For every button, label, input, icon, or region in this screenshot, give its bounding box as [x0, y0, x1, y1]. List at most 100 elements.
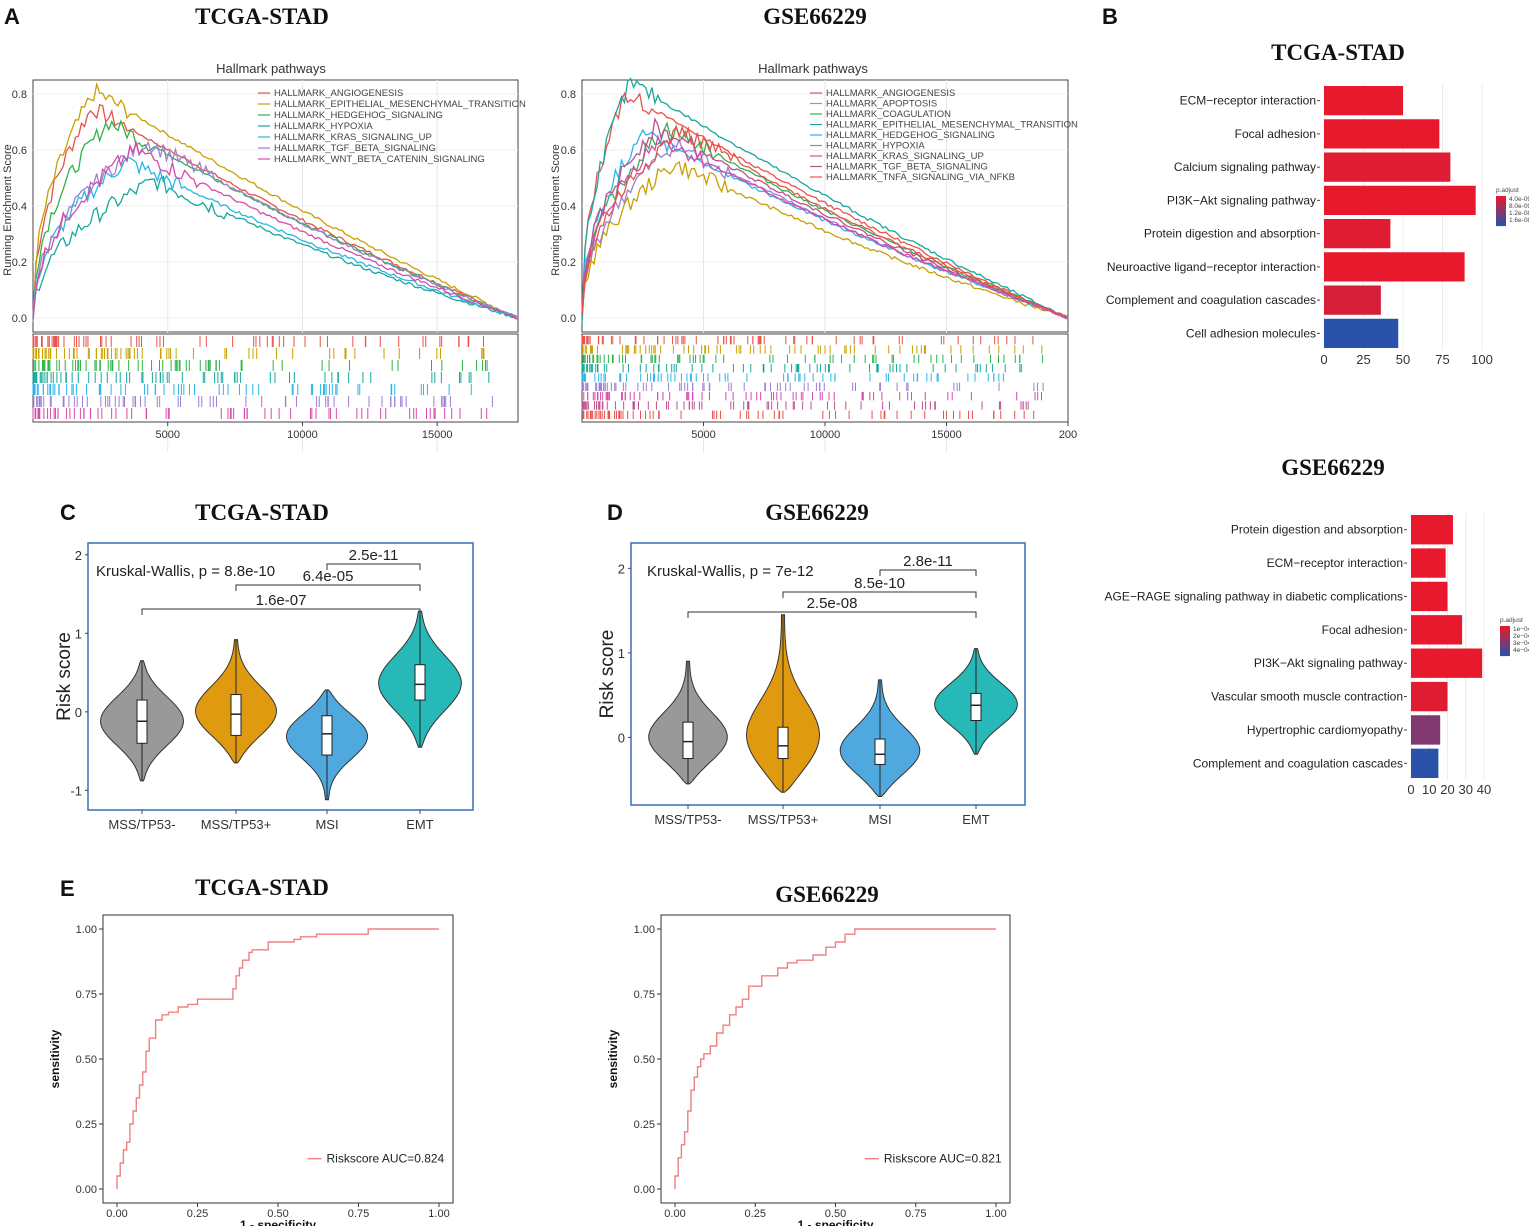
violin-bracket-label: 6.4e-05	[303, 568, 354, 585]
bar-legend-tick: 8.0e-09	[1509, 203, 1529, 210]
violin-bracket-label: 2.5e-08	[807, 595, 858, 612]
roc-xlabel: 1 - specificity	[797, 1218, 873, 1226]
roc-legend-label: Riskscore AUC=0.821	[884, 1152, 1002, 1166]
violin-ytick-label: 0	[75, 705, 82, 720]
panel-letter-b: B	[1102, 4, 1118, 29]
gsea-ytick-label: 0.8	[561, 89, 576, 101]
title-d: GSE66229	[765, 500, 869, 525]
roc-xtick-label: 0.50	[825, 1208, 846, 1220]
bar-legend-swatch	[1500, 641, 1510, 643]
bar-legend-tick: 1.2e-08	[1509, 210, 1529, 217]
violin-xtick-label: MSS/TP53+	[748, 812, 818, 827]
bar-category-label: PI3K−Akt signaling pathway	[1167, 193, 1316, 207]
roc-ytick-label: 0.75	[76, 989, 97, 1001]
violin-ylabel: Risk score	[597, 630, 618, 719]
violin-box	[777, 726, 789, 760]
gsea-curve	[581, 117, 1069, 319]
violin-xtick-label: MSI	[868, 812, 891, 827]
gsea-legend-label: HALLMARK_ANGIOGENESIS	[274, 88, 403, 99]
roc-ytick-label: 1.00	[76, 924, 97, 936]
bar-xtick-label: 50	[1396, 352, 1410, 367]
violin-bracket	[235, 584, 421, 591]
violin-chart-gse: 0 1 2 Risk score Kruskal-Wallis, p = 7e-12 MS…	[597, 542, 1026, 827]
bar	[1324, 252, 1465, 282]
bar-xtick-label: 0	[1407, 782, 1414, 797]
panel-letter-a: A	[4, 4, 20, 29]
bar-legend-tick: 4.0e-09	[1509, 196, 1529, 203]
bar-category-label: ECM−receptor interaction	[1180, 94, 1316, 108]
gsea-legend-label: HALLMARK_HYPOXIA	[274, 121, 373, 132]
violin-ytick-label: 1	[75, 626, 82, 641]
violin-box	[874, 738, 886, 765]
violin-bracket-label: 8.5e-10	[854, 575, 905, 592]
bar-xtick-label: 75	[1435, 352, 1449, 367]
roc-xtick-label: 1.00	[428, 1208, 449, 1220]
bar-legend-swatch	[1500, 633, 1510, 636]
title-b1: TCGA-STAD	[1271, 40, 1405, 65]
gsea-legend-label: HALLMARK_TGF_BETA_SIGNALING	[274, 143, 436, 154]
roc-xtick-label: 0.50	[267, 1208, 288, 1220]
gsea-legend-label: HALLMARK_EPITHELIAL_MESENCHYMAL_TRANSITI…	[826, 120, 1078, 131]
violin-box	[230, 694, 242, 736]
gsea-ytick-label: 0.4	[561, 201, 576, 213]
gsea-ytick-label: 0.0	[561, 313, 576, 325]
roc-xtick-label: 0.75	[348, 1208, 369, 1220]
gsea-curve	[32, 140, 519, 323]
gsea-legend-label: HALLMARK_EPITHELIAL_MESENCHYMAL_TRANSITI…	[274, 99, 526, 110]
bar-legend-swatch	[1500, 627, 1510, 630]
bar	[1324, 152, 1451, 182]
panel-letter-e: E	[60, 876, 75, 901]
bar-legend-swatch	[1496, 206, 1506, 209]
violin-test-label: Kruskal-Wallis, p = 8.8e-10	[96, 563, 275, 580]
gsea-curve	[32, 157, 519, 320]
bar-legend-swatch	[1496, 224, 1506, 227]
bar-legend-swatch	[1500, 653, 1510, 655]
roc-chart-gse: 0.00 0.25 0.50 0.75 1.00 0.00 0.25 0.50 0.75 1.00…	[606, 914, 1011, 1226]
bar-legend-swatch	[1500, 635, 1510, 637]
bar-legend-swatch	[1496, 221, 1506, 224]
bar-category-label: Calcium signaling pathway	[1174, 160, 1316, 174]
bar-category-label: Protein digestion and absorption	[1144, 227, 1316, 241]
violin-bracket	[141, 608, 421, 615]
gsea-legend-label: HALLMARK_WNT_BETA_CATENIN_SIGNALING	[274, 154, 485, 165]
roc-ytick-label: 0.25	[76, 1119, 97, 1131]
roc-ytick-label: 0.00	[634, 1184, 655, 1196]
gsea-curve	[581, 77, 1069, 320]
bar-legend-swatch	[1500, 651, 1510, 654]
gsea-curve	[32, 81, 519, 320]
violin-box	[414, 664, 426, 701]
bar	[1411, 715, 1441, 745]
violin-bracket	[782, 591, 977, 598]
bar-category-label: Neuroactive ligand−receptor interaction	[1107, 260, 1316, 274]
bar-legend-swatch	[1496, 212, 1506, 215]
roc-ytick-label: 0.50	[76, 1054, 97, 1066]
bar-legend-swatch	[1500, 626, 1510, 628]
roc-xtick-label: 0.25	[187, 1208, 208, 1220]
bar	[1411, 515, 1453, 545]
roc-ytick-label: 0.25	[634, 1119, 655, 1131]
gsea-a2-subtitle: Hallmark pathways	[758, 61, 868, 76]
bar	[1411, 648, 1483, 678]
gsea-xtick-label: 200	[1059, 429, 1077, 441]
violin-ytick-label: 2	[618, 561, 625, 576]
roc-chart-tcga: 0.00 0.25 0.50 0.75 1.00 0.00 0.25 0.50 0.75 1.00…	[48, 914, 454, 1226]
bar-xtick-label: 20	[1440, 782, 1454, 797]
bar-category-label: Hypertrophic cardiomyopathy	[1247, 723, 1403, 737]
roc-ytick-label: 0.50	[634, 1054, 655, 1066]
violin-xtick-label: EMT	[962, 812, 990, 827]
gsea-curve	[32, 140, 519, 321]
bar	[1324, 85, 1403, 116]
roc-ytick-label: 0.00	[76, 1184, 97, 1196]
gsea-ytick-label: 0.2	[561, 257, 576, 269]
panel-letter-d: D	[607, 500, 623, 525]
violin-bracket	[326, 563, 421, 570]
violin-bracket-label: 1.6e-07	[256, 592, 307, 609]
gsea-xtick-label: 10000	[287, 429, 318, 441]
bar-chart-gse: 0 10 20 30 40 Protein digestion and absorptio…	[1105, 513, 1529, 797]
bar	[1411, 615, 1463, 645]
bar-legend-swatch	[1496, 197, 1506, 200]
bar-legend-swatch	[1500, 647, 1510, 649]
bar-xtick-label: 10	[1422, 782, 1436, 797]
bar-legend-swatch	[1500, 639, 1510, 642]
